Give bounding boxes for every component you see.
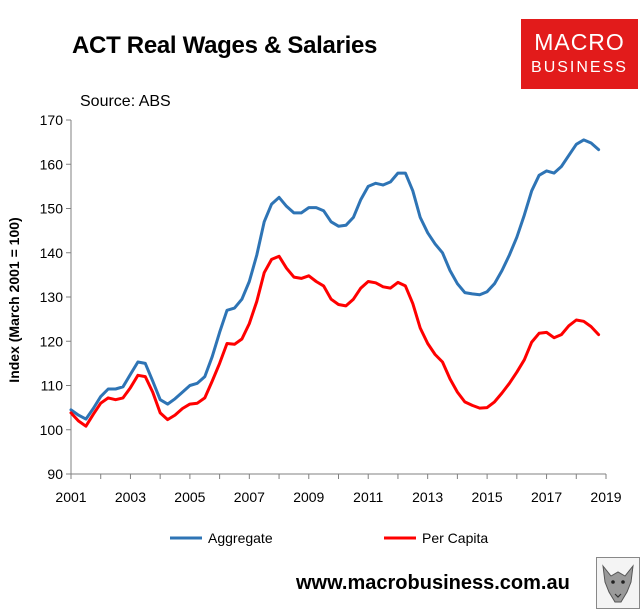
y-tick-label: 140 — [40, 245, 64, 261]
legend-label: Aggregate — [208, 530, 273, 546]
x-tick-label: 2013 — [412, 489, 443, 505]
source-label: Source: ABS — [80, 93, 171, 110]
y-tick-label: 110 — [41, 378, 64, 394]
y-tick-label: 100 — [40, 422, 64, 438]
y-tick-label: 170 — [40, 112, 64, 128]
series-line-aggregate — [69, 138, 601, 421]
y-tick-label: 150 — [40, 201, 64, 217]
x-tick-label: 2001 — [55, 489, 86, 505]
legend-label: Per Capita — [422, 530, 488, 546]
y-tick-label: 90 — [47, 466, 63, 482]
chart-title: ACT Real Wages & Salaries — [72, 32, 378, 59]
x-tick-label: 2005 — [174, 489, 205, 505]
y-tick-label: 120 — [40, 333, 64, 349]
x-tick-label: 2009 — [293, 489, 324, 505]
logo-line-2: BUSINESS — [531, 59, 628, 76]
wolf-logo-icon — [596, 557, 640, 609]
x-tick-label: 2019 — [590, 489, 621, 505]
macrobusiness-logo: MACRO BUSINESS — [521, 19, 638, 89]
series-layer — [69, 138, 601, 428]
x-tick-label: 2007 — [234, 489, 265, 505]
x-tick-label: 2003 — [115, 489, 146, 505]
x-tick-label: 2011 — [353, 489, 383, 505]
x-tick-label: 2017 — [531, 489, 562, 505]
y-tick-label: 130 — [40, 289, 64, 305]
footer-url: www.macrobusiness.com.au — [296, 572, 570, 594]
chart-legend: Aggregate Per Capita — [170, 530, 488, 546]
x-tick-label: 2015 — [472, 489, 503, 505]
chart-axes: 90 100 110 120 130 140 150 160 170 2001 2003 2005 20… — [40, 112, 622, 505]
y-tick-label: 160 — [40, 156, 64, 172]
logo-line-1: MACRO — [534, 29, 625, 55]
series-line-per-capita — [69, 254, 601, 428]
y-axis-label: Index (March 2001 = 100) — [6, 217, 22, 382]
